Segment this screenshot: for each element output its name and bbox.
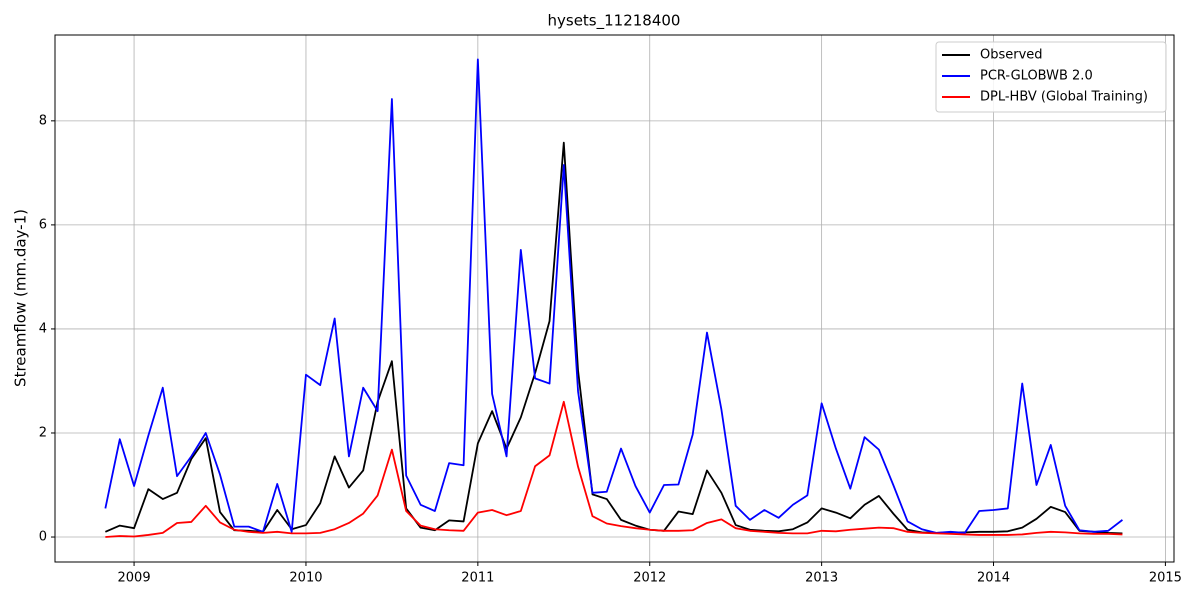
x-tick-label: 2012 <box>633 571 666 586</box>
y-tick-label: 0 <box>39 530 47 545</box>
x-tick-label: 2014 <box>977 571 1010 586</box>
legend-box <box>935 41 1167 113</box>
x-tick-label: 2011 <box>461 571 494 586</box>
x-tick-label: 2009 <box>118 571 151 586</box>
y-tick-label: 6 <box>39 217 47 232</box>
chart-title: hysets_11218400 <box>548 12 681 31</box>
series-line <box>104 58 1123 534</box>
series-line <box>105 141 1123 535</box>
x-tick-label: 2013 <box>805 571 838 586</box>
x-tick-label: 2010 <box>289 571 322 586</box>
x-tick-label: 2015 <box>1149 571 1182 586</box>
legend-label: DPL-HBV (Global Training) <box>980 90 1148 105</box>
legend-label: PCR-GLOBWB 2.0 <box>980 69 1093 84</box>
series-line <box>105 400 1123 538</box>
legend-label: Observed <box>980 48 1043 63</box>
y-axis-label: Streamflow (mm.day-1) <box>12 209 30 387</box>
y-tick-label: 4 <box>39 321 47 336</box>
y-tick-label: 8 <box>39 113 47 128</box>
y-tick-label: 2 <box>39 425 47 440</box>
plot-frame <box>54 34 1175 563</box>
